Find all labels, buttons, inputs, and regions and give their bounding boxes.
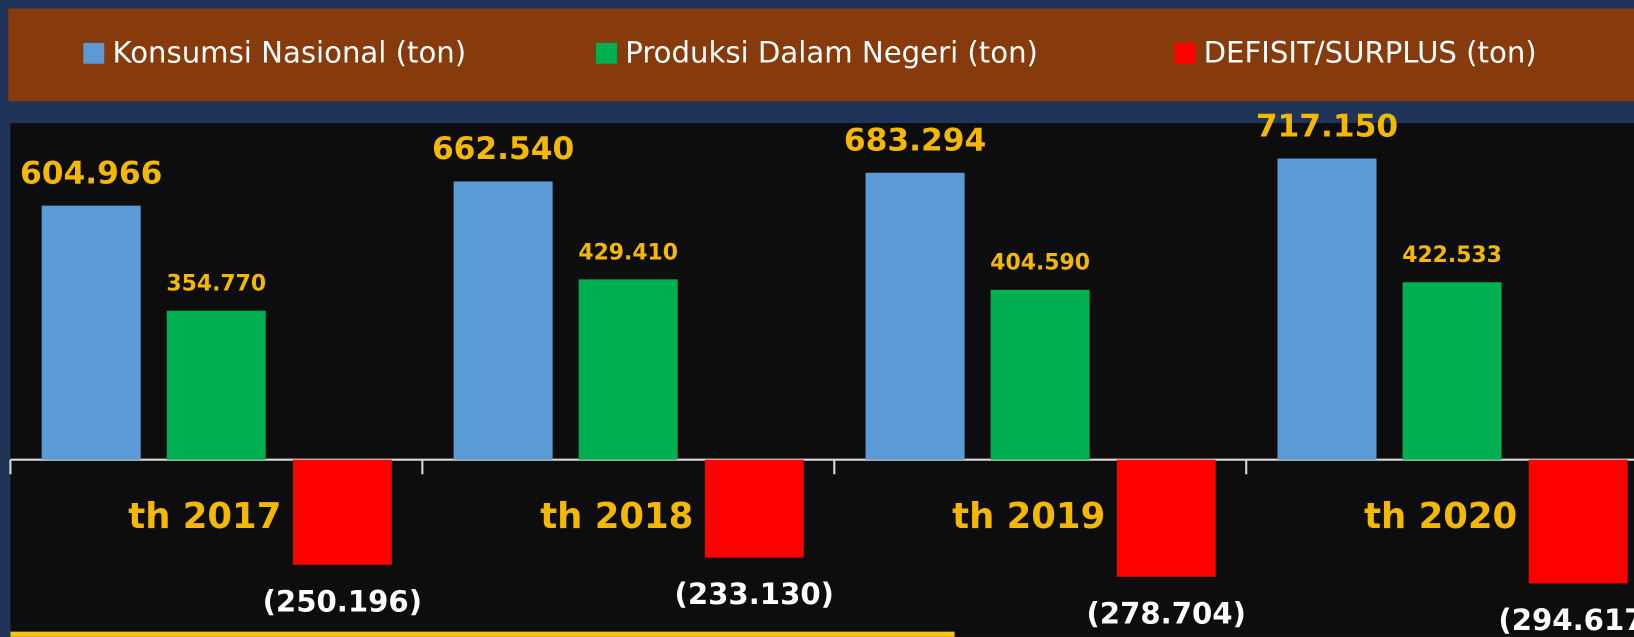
- bar: [1528, 459, 1628, 584]
- data-label: 662.540: [432, 131, 574, 167]
- legend-band: [8, 8, 1634, 102]
- data-label: 683.294: [844, 122, 986, 158]
- bar: [41, 205, 141, 460]
- bar: [292, 459, 392, 565]
- data-label: 354.770: [166, 272, 266, 297]
- bar: [1116, 459, 1216, 577]
- x-tick-label: th 2019: [952, 496, 1105, 537]
- data-label: 604.966: [20, 155, 162, 191]
- bar: [704, 459, 804, 558]
- bar: [1277, 158, 1377, 460]
- x-tick-label: th 2018: [540, 496, 693, 537]
- legend-swatch: [1174, 42, 1196, 64]
- legend-swatch: [83, 42, 105, 64]
- data-label: (294.617): [1498, 603, 1634, 637]
- data-label: 422.533: [1402, 243, 1502, 268]
- data-label: (250.196): [263, 584, 422, 618]
- legend-label: Produksi Dalam Negeri (ton): [625, 35, 1038, 69]
- data-label: 717.150: [1256, 108, 1398, 144]
- data-label: (233.130): [675, 577, 834, 611]
- x-tick-label: th 2017: [128, 496, 281, 537]
- bar: [166, 310, 266, 460]
- x-tick-label: th 2020: [1364, 496, 1517, 537]
- bar: [1402, 282, 1502, 460]
- data-label: 404.590: [990, 251, 1090, 276]
- legend-swatch: [596, 42, 617, 64]
- data-label: (278.704): [1086, 596, 1245, 630]
- data-label: 429.410: [578, 240, 678, 265]
- legend-label: DEFISIT/SURPLUS (ton): [1204, 35, 1537, 69]
- bar: [865, 172, 965, 460]
- bar: [453, 181, 553, 460]
- legend-label: Konsumsi Nasional (ton): [113, 35, 467, 69]
- bar: [578, 279, 678, 460]
- accent-line: [10, 631, 955, 637]
- bar: [990, 289, 1090, 460]
